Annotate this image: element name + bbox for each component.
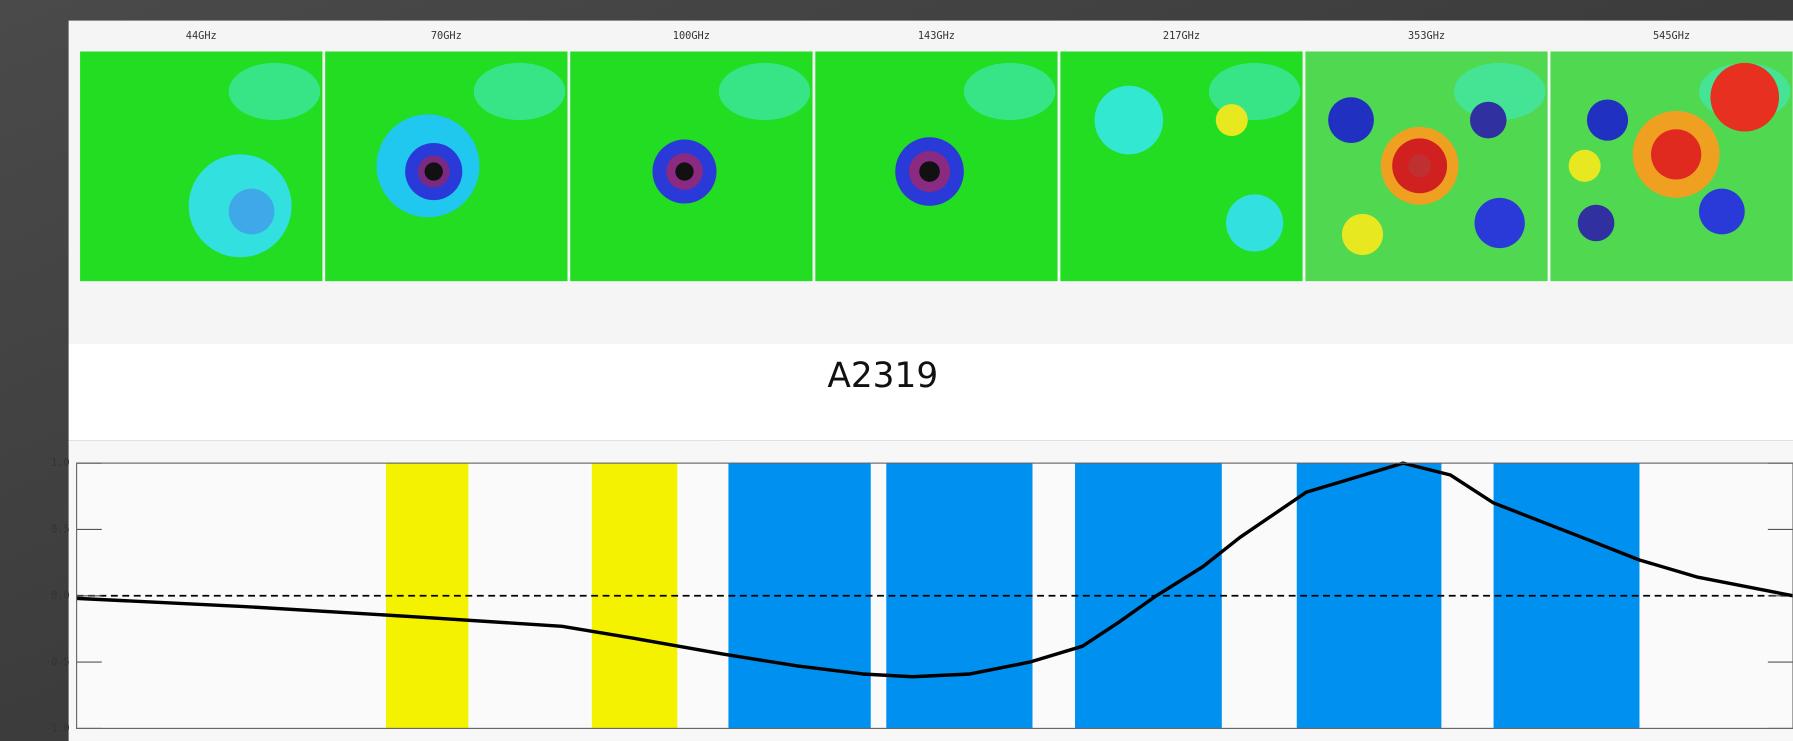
map-blob — [229, 189, 275, 235]
map-blob — [1328, 97, 1374, 143]
sky-map: 44GHz — [80, 30, 322, 281]
y-tick-label: 0.0 — [51, 590, 70, 602]
y-tick-label: -0.5 — [45, 656, 70, 668]
cluster-title: A2319 — [827, 356, 938, 396]
y-tick-label: -1.0 — [45, 722, 70, 734]
map-image — [1305, 51, 1547, 281]
map-blob — [1651, 129, 1701, 179]
map-patch — [964, 63, 1055, 120]
map-patch — [719, 63, 810, 120]
sky-map: 143GHz — [815, 30, 1057, 281]
map-patch — [474, 63, 565, 120]
sky-map: 217GHz — [1060, 30, 1302, 281]
map-blob — [1710, 63, 1779, 132]
slide: 44GHz 70GHz 100GHz 143GHz 217GHz 353GHz 545GHz… — [0, 0, 1793, 741]
map-label: 545GHz — [1653, 30, 1690, 42]
map-blob — [1226, 194, 1283, 251]
map-blob — [1587, 99, 1628, 140]
y-tick-label: 0.5 — [51, 523, 70, 535]
map-image — [1060, 51, 1302, 281]
map-blob — [1699, 189, 1745, 235]
map-label: 100GHz — [673, 30, 710, 42]
sky-map: 545GHz — [1550, 30, 1792, 281]
map-image — [80, 51, 322, 281]
map-blob — [1475, 198, 1525, 248]
map-blob — [1470, 102, 1507, 139]
map-blob — [1569, 150, 1601, 182]
map-blob — [675, 162, 693, 180]
y-tick-label: 1.0 — [51, 457, 70, 469]
sky-map: 100GHz — [570, 30, 812, 281]
page: 44GHz 70GHz 100GHz 143GHz 217GHz 353GHz 545GHz… — [0, 0, 1793, 741]
map-label: 143GHz — [918, 30, 955, 42]
map-label: 70GHz — [431, 30, 462, 42]
map-blob — [1578, 205, 1615, 242]
map-blob — [919, 161, 940, 182]
sky-map: 353GHz — [1305, 30, 1547, 281]
map-image — [815, 51, 1057, 281]
map-image — [570, 51, 812, 281]
map-label: 353GHz — [1408, 30, 1445, 42]
map-label: 44GHz — [186, 30, 217, 42]
map-image — [325, 51, 567, 281]
map-image — [1550, 51, 1792, 281]
map-blob — [1095, 86, 1164, 155]
map-label: 217GHz — [1163, 30, 1200, 42]
sky-map: 70GHz — [325, 30, 567, 281]
map-patch — [229, 63, 320, 120]
map-blob — [1408, 154, 1431, 177]
map-blob — [1216, 104, 1248, 136]
map-blob — [425, 162, 443, 180]
map-blob — [1342, 214, 1383, 255]
